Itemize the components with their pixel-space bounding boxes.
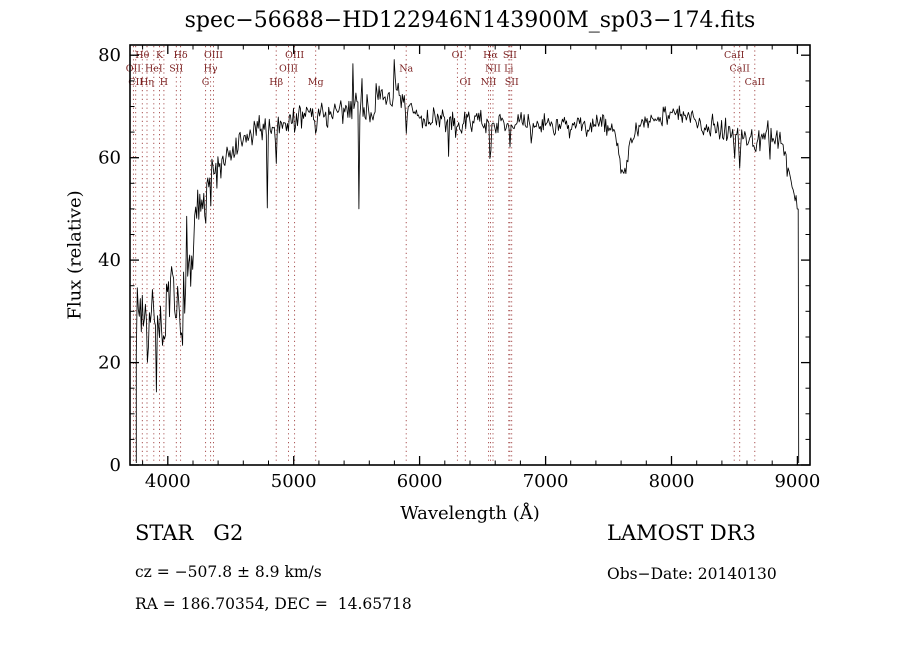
svg-text:Li: Li <box>504 64 513 75</box>
svg-text:Mg: Mg <box>308 77 324 88</box>
obs-date-text: Obs−Date: 20140130 <box>607 565 777 583</box>
svg-text:OI: OI <box>452 50 464 61</box>
svg-text:CaII: CaII <box>729 64 750 75</box>
svg-text:G: G <box>202 77 210 88</box>
svg-text:Hα: Hα <box>483 50 498 61</box>
svg-text:CII: CII <box>128 77 143 88</box>
svg-text:8000: 8000 <box>649 471 695 492</box>
svg-text:80: 80 <box>98 45 121 66</box>
svg-text:OIII: OIII <box>285 50 304 61</box>
cz-velocity-text: cz = −507.8 ± 8.9 km/s <box>135 563 322 581</box>
svg-text:Hδ: Hδ <box>174 50 188 61</box>
survey-release-text: LAMOST DR3 <box>607 521 756 545</box>
ra-dec-text: RA = 186.70354, DEC = 14.65718 <box>135 595 412 613</box>
svg-text:Hθ: Hθ <box>135 50 149 61</box>
svg-text:NII: NII <box>481 77 497 88</box>
object-class-text: STAR G2 <box>135 521 244 545</box>
y-axis-label: Flux (relative) <box>64 190 86 320</box>
svg-text:Na: Na <box>399 64 413 75</box>
svg-text:5000: 5000 <box>271 471 317 492</box>
svg-text:K: K <box>156 50 164 61</box>
svg-text:NII: NII <box>485 64 501 75</box>
svg-text:6000: 6000 <box>397 471 443 492</box>
svg-text:20: 20 <box>98 353 121 374</box>
svg-text:SII: SII <box>505 77 519 88</box>
svg-text:Hβ: Hβ <box>269 77 283 88</box>
svg-text:4000: 4000 <box>145 471 191 492</box>
svg-text:Hη: Hη <box>140 77 154 88</box>
x-axis-label: Wavelength (Å) <box>400 503 540 524</box>
svg-text:9000: 9000 <box>774 471 820 492</box>
svg-text:OIII: OIII <box>204 50 223 61</box>
svg-text:SII: SII <box>169 64 183 75</box>
figure-title: spec−56688−HD122946N143900M_sp03−174.fit… <box>184 8 756 33</box>
svg-text:OII: OII <box>126 64 142 75</box>
svg-text:HeI: HeI <box>145 64 163 75</box>
svg-text:H: H <box>160 77 168 88</box>
svg-text:Hγ: Hγ <box>204 64 218 75</box>
svg-text:7000: 7000 <box>523 471 569 492</box>
svg-text:CaII: CaII <box>724 50 745 61</box>
svg-text:SII: SII <box>503 50 517 61</box>
svg-text:60: 60 <box>98 148 121 169</box>
svg-text:OI: OI <box>460 77 472 88</box>
svg-text:40: 40 <box>98 250 121 271</box>
svg-text:0: 0 <box>110 455 121 476</box>
svg-text:OIII: OIII <box>279 64 298 75</box>
svg-text:CaII: CaII <box>745 77 766 88</box>
